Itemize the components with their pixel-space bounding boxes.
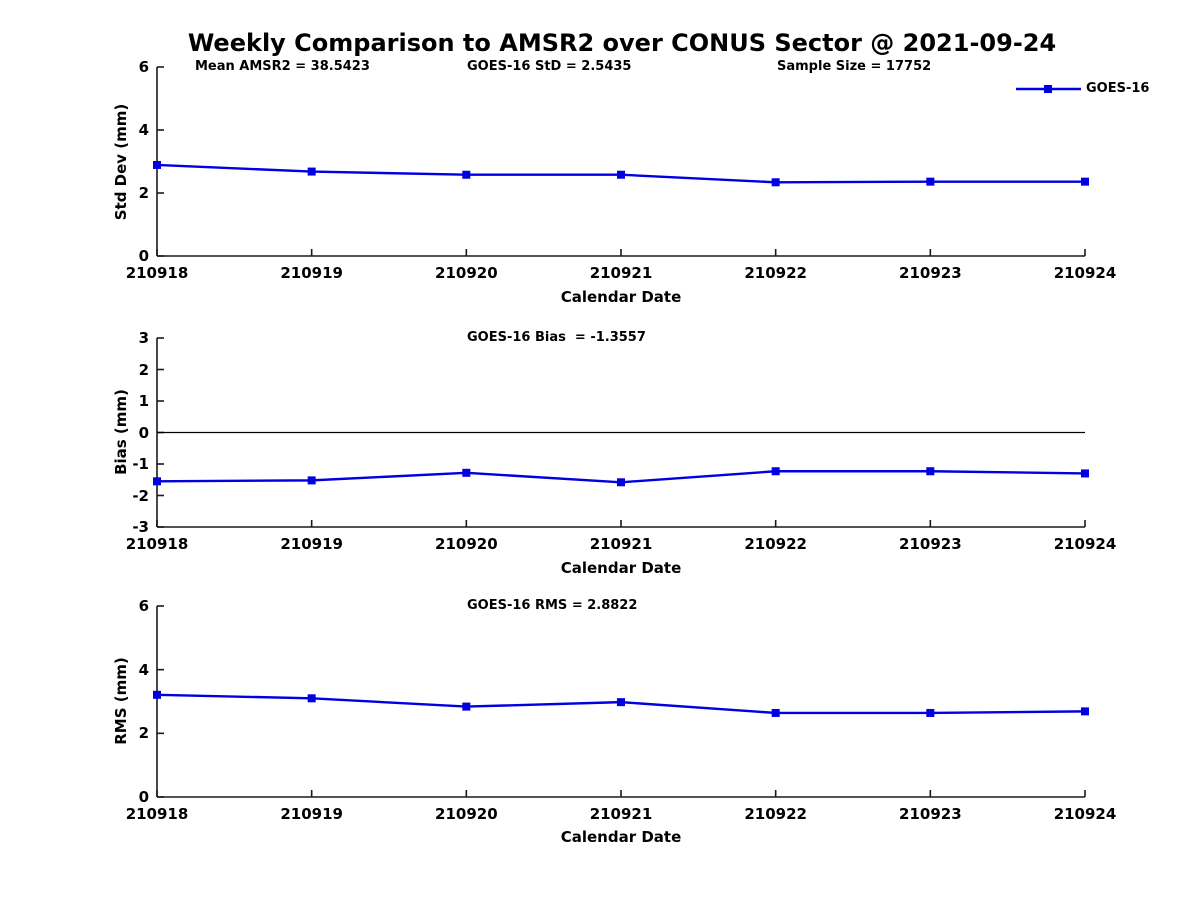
annotation-goes16-rms: GOES-16 RMS = 2.8822 [467, 598, 638, 613]
data-point-marker [617, 698, 625, 707]
y-tick-label: 0 [138, 247, 149, 265]
x-tick-label: 210922 [744, 535, 807, 553]
y-tick-label: 2 [138, 724, 149, 743]
x-tick-label: 210922 [744, 264, 807, 282]
data-point-marker [926, 467, 935, 476]
data-point-marker [617, 478, 625, 487]
figure-title: Weekly Comparison to AMSR2 over CONUS Se… [187, 29, 1057, 57]
x-axis-label-stddev: Calendar Date [560, 288, 682, 306]
x-axis-label-bias: Calendar Date [560, 559, 682, 577]
y-tick-label: 2 [138, 360, 149, 379]
x-tick-label: 210923 [899, 805, 962, 823]
x-tick-label: 210919 [280, 264, 343, 282]
y-tick-label: -3 [132, 518, 149, 536]
x-tick-label: 210924 [1053, 535, 1117, 553]
annotation-sample-size: Sample Size = 17752 [777, 59, 932, 74]
annotation-goes16-bias: GOES-16 Bias = -1.3557 [467, 330, 646, 345]
data-point-marker [307, 694, 316, 703]
x-tick-label: 210919 [280, 535, 343, 553]
legend-label: GOES-16 [1086, 81, 1150, 96]
data-point-marker [771, 178, 780, 187]
data-point-marker [771, 467, 780, 476]
y-tick-label: 4 [138, 660, 149, 679]
data-point-marker [462, 468, 471, 477]
x-tick-label: 210921 [589, 264, 653, 282]
data-point-marker [153, 477, 161, 486]
x-tick-label: 210918 [125, 264, 189, 282]
legend-marker [1044, 85, 1052, 93]
x-axis-label-rms: Calendar Date [560, 828, 682, 846]
annotation-mean-amsr2: Mean AMSR2 = 38.5423 [195, 59, 370, 74]
data-point-marker [307, 476, 316, 485]
data-point-marker [307, 167, 316, 176]
data-point-marker [153, 690, 161, 699]
data-point-marker [771, 708, 780, 717]
data-point-marker [926, 708, 935, 717]
x-tick-label: 210921 [589, 805, 653, 823]
x-tick-label: 210918 [125, 535, 189, 553]
x-tick-label: 210918 [125, 805, 189, 823]
y-axis-label-stddev: Std Dev (mm) [112, 103, 130, 221]
data-point-marker [1081, 177, 1089, 186]
y-tick-label: -1 [132, 455, 149, 473]
x-tick-label: 210919 [280, 805, 343, 823]
data-point-marker [462, 702, 471, 711]
y-tick-label: 3 [138, 329, 149, 347]
y-tick-label: 6 [138, 597, 149, 615]
x-tick-label: 210920 [435, 805, 498, 823]
x-tick-label: 210920 [435, 535, 498, 553]
x-tick-label: 210924 [1053, 805, 1117, 823]
data-point-marker [1081, 707, 1089, 716]
x-tick-label: 210924 [1053, 264, 1117, 282]
data-point-marker [462, 170, 471, 179]
x-tick-label: 210922 [744, 805, 807, 823]
y-tick-label: 2 [138, 184, 149, 202]
y-tick-label: 0 [138, 788, 149, 806]
x-tick-label: 210921 [589, 535, 653, 553]
y-tick-label: 0 [138, 423, 149, 442]
data-point-marker [926, 177, 935, 186]
data-point-marker [1081, 469, 1089, 478]
data-point-marker [617, 170, 625, 179]
x-tick-label: 210920 [435, 264, 498, 282]
y-tick-label: 6 [138, 58, 149, 76]
y-tick-label: 1 [138, 392, 149, 410]
data-point-marker [153, 160, 161, 169]
x-tick-label: 210923 [899, 264, 962, 282]
annotation-goes16-std: GOES-16 StD = 2.5435 [467, 59, 632, 74]
x-tick-label: 210923 [899, 535, 962, 553]
y-tick-label: 4 [138, 121, 149, 139]
y-tick-label: -2 [132, 486, 149, 505]
y-axis-label-rms: RMS (mm) [112, 657, 130, 745]
